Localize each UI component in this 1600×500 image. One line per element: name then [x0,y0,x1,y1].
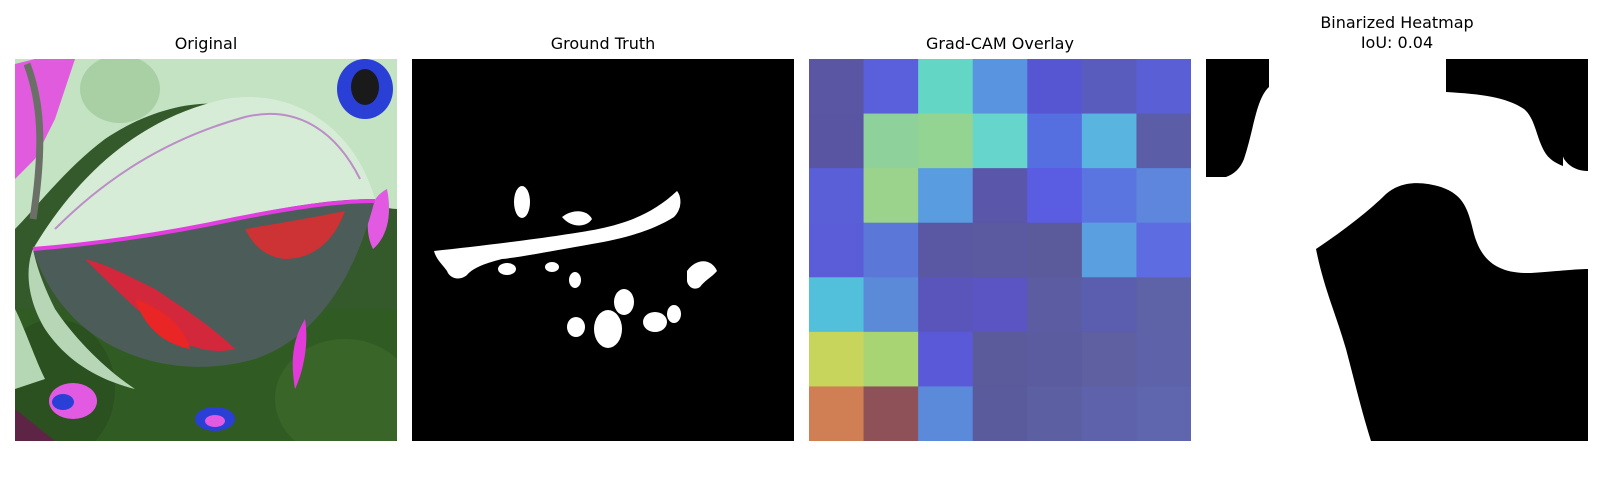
gradcam-cell [1027,331,1083,388]
ground-truth-mask-image [412,59,794,441]
gradcam-cell [1027,386,1083,441]
gradcam-cell [1027,59,1083,115]
gradcam-cell [1136,113,1191,169]
panel-original: Original [15,0,397,442]
gradcam-cell [809,59,865,115]
ground-truth-mask [412,59,794,441]
gradcam-overlay-image [809,59,1191,441]
gradcam-cell [863,222,919,278]
gradcam-cell [972,59,1028,115]
gradcam-cell [918,277,974,333]
gradcam-cell [1027,277,1083,333]
gradcam-cell [1027,168,1083,224]
gradcam-cell [918,386,974,441]
gradcam-cell [863,59,919,115]
original-leaf-photo [15,59,397,441]
gradcam-cell [1081,168,1138,224]
panel-title-binarized-heatmap-line1: Binarized Heatmap [1320,13,1474,32]
gradcam-cell [918,113,974,169]
gradcam-cell [918,222,974,278]
gradcam-cell [972,222,1028,278]
gradcam-cell [1081,331,1138,388]
gradcam-cell [809,386,865,441]
gradcam-cell [809,222,865,278]
gradcam-cell [863,331,919,388]
gradcam-cell [863,386,919,441]
binarized-heatmap-image [1206,59,1588,441]
gradcam-cell [972,277,1028,333]
gradcam-cell [1027,113,1083,169]
gradcam-cell [1081,386,1138,441]
gradcam-cell [1136,386,1191,441]
gradcam-cell [972,168,1028,224]
gradcam-cell [1136,168,1191,224]
gradcam-cell [863,168,919,224]
gradcam-cell [918,59,974,115]
gradcam-cell [809,168,865,224]
binarized-heatmap-mask [1206,59,1588,441]
panel-title-gradcam-overlay: Grad-CAM Overlay [926,34,1074,53]
panel-binarized-heatmap: Binarized Heatmap IoU: 0.04 [1206,0,1588,442]
gradcam-cell [1136,222,1191,278]
gradcam-cell [1136,277,1191,333]
gradcam-cell [1081,277,1138,333]
gradcam-cell [809,113,865,169]
panel-title-binarized-heatmap: Binarized Heatmap IoU: 0.04 [1206,13,1588,53]
panel-title-ground-truth: Ground Truth [550,34,656,53]
gradcam-cell [863,277,919,333]
gradcam-cell [972,113,1028,169]
gradcam-cell [809,331,865,388]
gradcam-cell [863,113,919,169]
panel-gradcam-overlay: Grad-CAM Overlay [809,0,1191,442]
gradcam-cell [1081,222,1138,278]
gradcam-cell [1136,59,1191,115]
gradcam-cell [1027,222,1083,278]
panel-title-original: Original [174,34,238,53]
gradcam-cell [972,331,1028,388]
gradcam-cell [1136,331,1191,388]
panel-ground-truth: Ground Truth [412,0,794,442]
original-image [15,59,397,441]
gradcam-cell [1081,113,1138,169]
gradcam-cell [918,168,974,224]
gradcam-cell [1081,59,1138,115]
gradcam-cell [809,277,865,333]
panel-title-iou: IoU: 0.04 [1360,33,1434,52]
gradcam-cell [918,331,974,388]
gradcam-grid [809,59,1191,441]
gradcam-cell [972,386,1028,441]
